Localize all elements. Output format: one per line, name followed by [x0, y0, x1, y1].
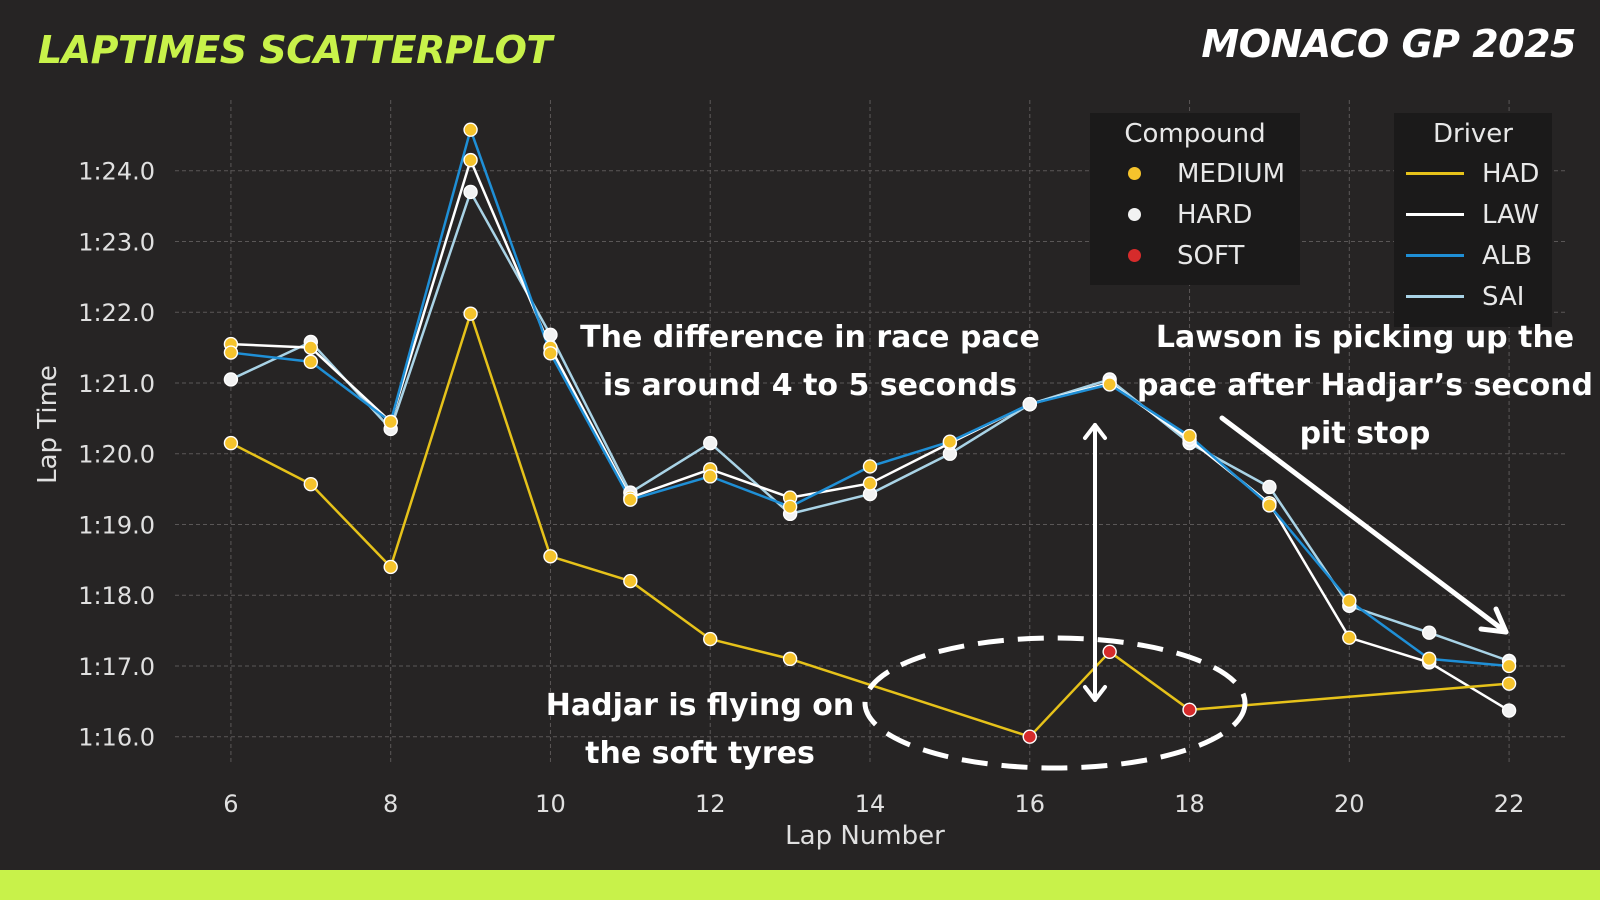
point-had	[303, 476, 319, 492]
annotation-shapes	[862, 415, 1509, 771]
race-name: MONACO GP 2025	[1201, 22, 1576, 66]
legend-item-sai: SAI	[1406, 276, 1540, 317]
point-alb	[383, 414, 398, 430]
x-tick-label: 18	[1174, 790, 1205, 818]
point-had	[1022, 729, 1037, 744]
data-points	[223, 122, 1517, 744]
point-had	[463, 306, 478, 321]
y-tick-label: 1:23.0	[78, 228, 155, 256]
point-had	[383, 559, 398, 575]
legend-label-sai: SAI	[1482, 281, 1525, 312]
series-line-had	[230, 312, 1510, 738]
pace-gap-arrow	[1083, 423, 1107, 702]
point-had	[703, 631, 718, 647]
y-tick-label: 1:21.0	[78, 370, 155, 398]
alb-line-icon	[1406, 254, 1464, 257]
legend-item-medium: MEDIUM	[1102, 153, 1288, 194]
x-tick-label: 22	[1494, 790, 1525, 818]
axes: 6 8 10 12 14 16 18 20 22 1:16.0 1:17.0 1:18.0 1:19.0…	[33, 158, 1524, 851]
point-alb	[1262, 498, 1277, 513]
hard-dot-icon	[1128, 208, 1141, 221]
chart-title: LAPTIMES SCATTERPLOT	[38, 28, 552, 72]
y-tick-label: 1:22.0	[78, 299, 155, 327]
driver-legend: Driver HAD LAW ALB SAI	[1394, 113, 1552, 327]
point-alb	[623, 492, 638, 507]
driver-legend-title: Driver	[1432, 119, 1513, 149]
sai-line-icon	[1406, 295, 1464, 298]
point-law	[862, 476, 878, 491]
point-sai	[1262, 479, 1277, 495]
compound-legend-title: Compound	[1124, 119, 1266, 149]
point-had	[623, 573, 638, 589]
legend-item-alb: ALB	[1406, 235, 1540, 276]
point-alb	[303, 354, 319, 369]
point-had	[782, 651, 798, 667]
point-had	[1501, 676, 1517, 691]
point-law	[463, 152, 478, 168]
medium-dot-icon	[1128, 167, 1141, 180]
y-tick-label: 1:19.0	[78, 511, 155, 539]
legend-label-hard: HARD	[1177, 199, 1253, 230]
x-tick-label: 10	[535, 790, 566, 818]
point-law	[303, 340, 319, 355]
lawson-arrow	[1219, 415, 1509, 635]
point-sai	[543, 327, 558, 343]
point-alb	[862, 459, 878, 474]
point-alb	[1421, 651, 1437, 667]
point-alb	[1102, 377, 1117, 392]
point-law	[1501, 703, 1517, 718]
lawson-annotation: Lawson is picking up the pace after Hadj…	[1136, 320, 1594, 451]
legend-item-hard: HARD	[1102, 194, 1288, 235]
legend-item-law: LAW	[1406, 194, 1540, 235]
point-alb	[1182, 428, 1197, 444]
legend-label-had: HAD	[1482, 158, 1540, 189]
legend-item-had: HAD	[1406, 153, 1540, 194]
bottom-accent-bar	[0, 870, 1600, 900]
point-alb	[703, 469, 718, 484]
point-law	[1342, 630, 1357, 645]
legend-label-law: LAW	[1482, 199, 1540, 230]
point-alb	[1022, 397, 1037, 412]
x-tick-label: 14	[855, 790, 886, 818]
law-line-icon	[1406, 213, 1464, 216]
point-sai	[463, 184, 478, 200]
hadjar-annotation: Hadjar is flying on the soft tyres	[545, 688, 855, 771]
point-had	[543, 549, 558, 564]
had-line-icon	[1406, 172, 1464, 175]
legend-label-soft: SOFT	[1177, 240, 1245, 271]
compound-legend: Compound MEDIUM HARD SOFT	[1090, 113, 1300, 285]
point-sai	[1421, 625, 1437, 640]
y-tick-label: 1:24.0	[78, 158, 155, 186]
point-alb	[463, 122, 478, 137]
point-had	[1102, 644, 1117, 660]
legend-label-medium: MEDIUM	[1177, 158, 1286, 189]
point-sai	[223, 372, 239, 387]
legend-label-alb: ALB	[1482, 240, 1533, 271]
y-tick-label: 1:20.0	[78, 441, 155, 469]
x-tick-label: 8	[383, 790, 398, 818]
y-tick-label: 1:18.0	[78, 582, 155, 610]
point-had	[1182, 702, 1197, 718]
y-axis-label: Lap Time	[33, 365, 63, 484]
point-alb	[543, 346, 558, 361]
point-sai	[703, 435, 718, 451]
x-axis-label: Lap Number	[785, 821, 945, 851]
point-alb	[1501, 658, 1517, 674]
point-alb	[1342, 593, 1357, 609]
point-alb	[223, 345, 239, 360]
point-had	[223, 435, 239, 451]
soft-tyres-ellipse	[862, 635, 1248, 771]
x-tick-label: 6	[223, 790, 238, 818]
x-tick-label: 12	[695, 790, 726, 818]
pace-gap-annotation: The difference in race pace is around 4 …	[580, 320, 1040, 403]
soft-dot-icon	[1128, 249, 1141, 262]
x-tick-label: 16	[1014, 790, 1045, 818]
point-alb	[782, 499, 798, 514]
point-alb	[942, 434, 958, 449]
legend-item-soft: SOFT	[1102, 235, 1288, 276]
y-tick-label: 1:16.0	[78, 724, 155, 752]
y-tick-label: 1:17.0	[78, 653, 155, 681]
x-tick-label: 20	[1334, 790, 1365, 818]
